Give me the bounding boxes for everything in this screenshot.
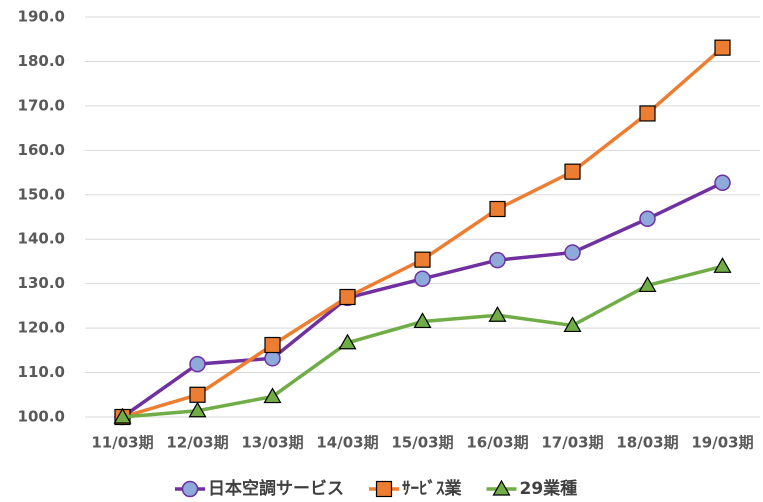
point [414,270,431,288]
x-tick-label: 16/03期 [466,434,528,452]
legend-label: 29業種 [520,478,578,499]
x-tick-label: 11/03期 [91,434,153,452]
legend-label: ｻｰﾋﾞｽ業 [402,478,462,499]
x-tick-label: 12/03期 [166,434,228,452]
x-tick-label: 19/03期 [691,434,753,452]
series-line [121,181,724,419]
point [189,386,206,403]
y-tick-label: 170.0 [18,96,65,114]
point [489,200,506,218]
point [489,251,506,269]
y-tick-label: 150.0 [18,185,65,203]
point [638,276,657,293]
point [563,316,582,333]
point [639,210,656,228]
point [263,387,282,404]
point [492,479,511,496]
point [414,251,431,268]
point [113,407,132,424]
point [339,288,356,306]
y-tick-label: 160.0 [18,141,65,159]
point [189,355,206,373]
point [639,105,656,122]
point [264,336,281,354]
y-tick-label: 140.0 [18,230,65,248]
y-tick-label: 180.0 [18,52,65,70]
point [413,312,432,329]
y-tick-label: 100.0 [18,408,65,426]
point [188,401,207,418]
point [181,480,199,498]
y-tick-label: 190.0 [18,8,65,26]
y-tick-label: 120.0 [18,319,65,337]
x-tick-label: 17/03期 [541,434,603,452]
point [564,244,581,261]
series-line [122,264,723,419]
point [714,39,731,56]
x-tick-label: 15/03期 [391,434,453,452]
point [564,163,581,180]
y-tick-label: 110.0 [18,363,65,381]
point [488,306,507,322]
point [714,174,731,192]
legend-label: 日本空調サービス [208,478,344,499]
y-tick-label: 130.0 [18,274,65,292]
point [713,257,732,273]
x-tick-label: 18/03期 [616,434,678,452]
x-tick-label: 13/03期 [241,434,303,452]
point [338,333,357,350]
point [375,480,393,498]
x-tick-label: 14/03期 [316,434,378,452]
legend: 日本空調サービス ｻｰﾋﾞｽ業 29業種 [175,478,577,499]
